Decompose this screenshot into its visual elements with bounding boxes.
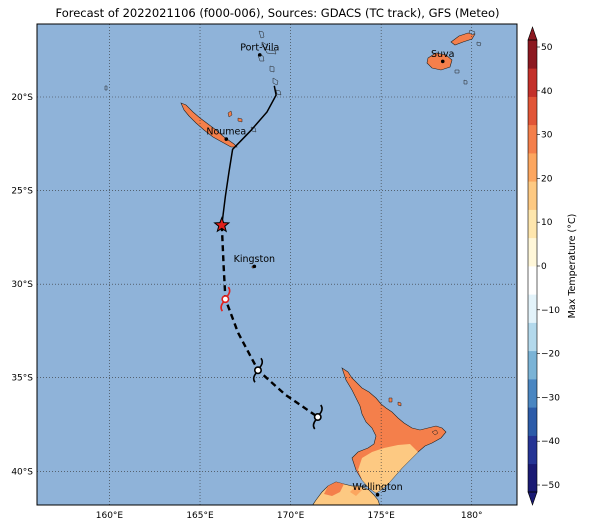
fiji-vanua-levu	[450, 32, 476, 46]
colorbar-tick-label: −10	[541, 306, 560, 316]
colorbar-segment	[528, 463, 537, 493]
lat-tick-label: 20°S	[11, 93, 33, 103]
colorbar-segment	[528, 435, 537, 465]
colorbar-segment	[528, 322, 537, 352]
lon-tick-label: 170°E	[277, 511, 305, 521]
colorbar-tick-label: −50	[541, 481, 560, 491]
cyclone-symbol-icon	[220, 286, 231, 312]
colorbar-segment	[528, 379, 537, 408]
city-dot	[224, 137, 229, 141]
city-suva: Suva	[431, 49, 455, 64]
colorbar: 50 40 30 20 10 0 −10 −20 −30 −40 −50	[527, 26, 560, 506]
map-frame	[36, 23, 518, 506]
gridlines	[37, 24, 517, 505]
city-dot	[375, 492, 380, 497]
city-port-vila: Port-Vila	[240, 42, 279, 57]
colorbar-segment	[528, 350, 537, 380]
lat-tick-label: 35°S	[11, 374, 33, 384]
colorbar-segment	[528, 153, 537, 182]
city-dot	[257, 53, 262, 57]
colorbar-bottom-cap	[527, 491, 538, 506]
lon-tick-label: 175°E	[367, 511, 395, 521]
colorbar-segment	[528, 68, 537, 97]
colorbar-tick-label: 50	[541, 43, 553, 53]
cyclone-symbol-icon	[312, 404, 323, 430]
colorbar-tick-label: −40	[541, 437, 560, 447]
land-layer	[104, 29, 482, 505]
colorbar-segment	[528, 237, 537, 267]
city-label: Port-Vila	[240, 42, 279, 53]
city-dot	[440, 59, 445, 64]
axis-tick-labels: 160°E 165°E 170°E 175°E 180° 20°S 25°S 30°S 35°S…	[11, 93, 482, 521]
city-label: Noumea	[206, 127, 246, 138]
colorbar-segment	[528, 181, 537, 210]
nz-north-island-south	[358, 444, 418, 493]
lat-tick-label: 40°S	[11, 467, 33, 477]
city-wellington: Wellington	[352, 482, 403, 497]
fiji-viti-levu	[426, 52, 453, 71]
track-forecast-line	[220, 225, 319, 418]
city-kingston: Kingston	[234, 254, 275, 269]
colorbar-top-cap	[527, 26, 538, 41]
colorbar-label: Max Temperature (°C)	[567, 214, 578, 319]
new-caledonia	[180, 102, 238, 148]
lat-tick-label: 30°S	[11, 280, 33, 290]
colorbar-tick-label: 30	[541, 131, 553, 141]
lon-tick-label: 160°E	[96, 511, 124, 521]
city-noumea: Noumea	[206, 127, 246, 141]
current-position-star-icon	[213, 216, 231, 233]
city-label: Wellington	[352, 482, 402, 493]
colorbar-tick-label: −20	[541, 350, 560, 360]
lon-tick-label: 165°E	[186, 511, 214, 521]
city-dot	[252, 264, 257, 269]
city-label: Kingston	[234, 254, 275, 265]
colorbar-tick-label: 10	[541, 218, 553, 228]
map-title: Forecast of 2022021106 (f000-006), Sourc…	[55, 6, 500, 20]
tc-track	[213, 85, 323, 430]
cyclone-symbol-icon	[252, 357, 264, 383]
lat-tick-label: 25°S	[11, 187, 33, 197]
city-markers: Port-Vila Suva Noumea Kingston Wellington	[206, 42, 455, 497]
colorbar-segment	[528, 96, 537, 126]
colorbar-segment	[528, 407, 537, 436]
colorbar-segment	[528, 209, 537, 239]
colorbar-segment	[528, 40, 537, 69]
colorbar-tick-label: 40	[541, 87, 553, 97]
track-past-line	[221, 85, 277, 226]
colorbar-tick-label: 20	[541, 174, 553, 184]
colorbar-segment	[528, 266, 537, 295]
lon-tick-label: 180°	[461, 511, 483, 521]
colorbar-segment	[528, 124, 537, 154]
city-label: Suva	[431, 49, 455, 60]
ocean-area	[37, 24, 517, 505]
colorbar-segment	[528, 294, 537, 323]
vanuatu	[257, 30, 282, 96]
colorbar-tick-label: 0	[541, 262, 547, 272]
colorbar-tick-label: −30	[541, 393, 560, 403]
